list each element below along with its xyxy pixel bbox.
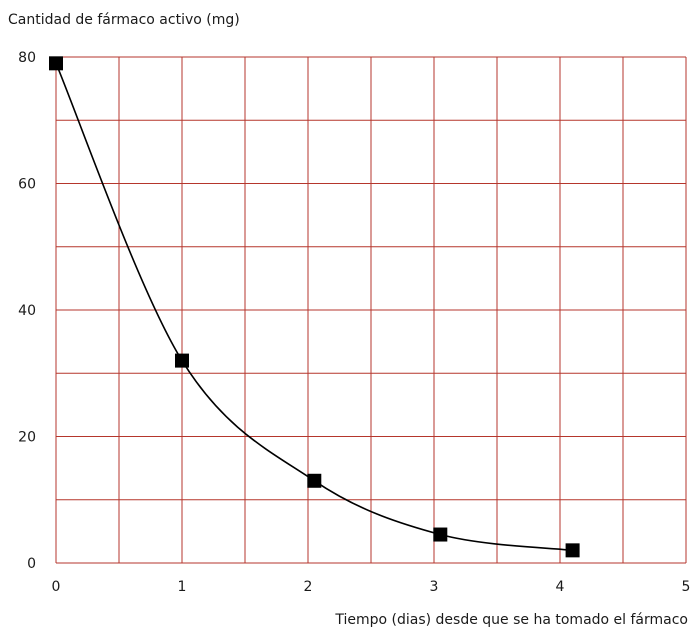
data-point-marker xyxy=(49,56,63,70)
grid xyxy=(56,57,686,563)
data-markers xyxy=(49,56,580,557)
x-tick-label: 4 xyxy=(556,579,565,595)
x-tick-label: 0 xyxy=(52,579,61,595)
x-tick-label: 1 xyxy=(178,579,187,595)
x-tick-label: 2 xyxy=(304,579,313,595)
x-tick-labels: 0 1 2 3 4 5 xyxy=(52,579,691,595)
y-tick-label: 60 xyxy=(18,177,36,193)
x-tick-label: 5 xyxy=(682,579,691,595)
y-tick-label: 20 xyxy=(18,430,36,446)
data-point-marker xyxy=(175,354,189,368)
y-tick-label: 40 xyxy=(18,303,36,319)
y-axis-label: Cantidad de fármaco activo (mg) xyxy=(8,12,240,28)
data-point-marker xyxy=(307,474,321,488)
data-point-marker xyxy=(433,528,447,542)
y-tick-labels: 0 20 40 60 80 xyxy=(18,50,36,572)
y-tick-label: 80 xyxy=(18,50,36,66)
x-tick-label: 3 xyxy=(430,579,439,595)
x-axis-label: Tiempo (dias) desde que se ha tomado el … xyxy=(334,612,688,628)
data-point-marker xyxy=(566,543,580,557)
y-tick-label: 0 xyxy=(27,556,36,572)
